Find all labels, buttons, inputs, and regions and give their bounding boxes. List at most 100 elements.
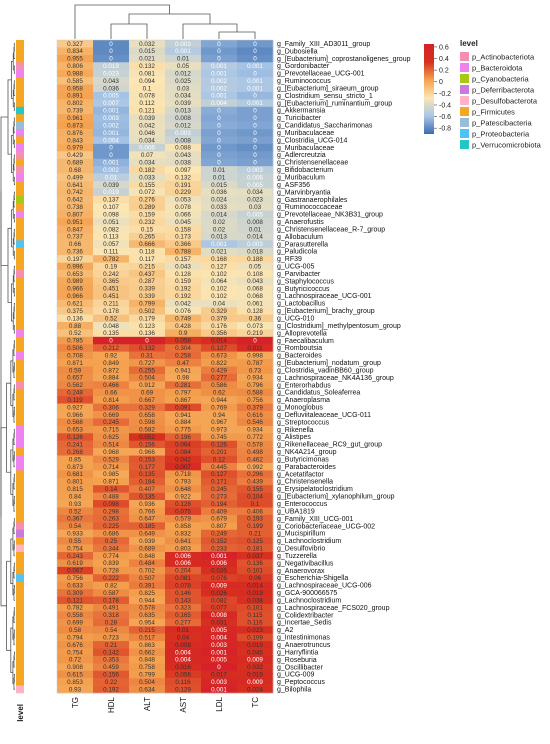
cell-p-value: 0.001 bbox=[247, 100, 263, 107]
heatmap-cell bbox=[237, 62, 274, 70]
legend-label: p_Proteobacteria bbox=[472, 130, 530, 139]
heatmap-cell bbox=[201, 136, 238, 145]
heatmap-cell bbox=[237, 47, 274, 56]
heatmap-cell bbox=[165, 655, 202, 664]
cell-p-value: 0.277 bbox=[211, 375, 227, 382]
cell-p-value: 0.082 bbox=[103, 226, 119, 233]
cell-p-value: 0.1 bbox=[251, 501, 260, 508]
heatmap-cell bbox=[129, 270, 166, 278]
cell-p-value: 0.004 bbox=[175, 657, 191, 664]
row-label: g_Harryflintia bbox=[277, 649, 318, 656]
heatmap-cell bbox=[129, 477, 166, 486]
heatmap-cell bbox=[237, 522, 274, 531]
cell-p-value: 0.647 bbox=[139, 516, 155, 523]
heatmap-cell bbox=[237, 121, 274, 130]
heatmap-cell bbox=[57, 262, 94, 271]
cell-p-value: 0.123 bbox=[139, 323, 155, 330]
heatmap-cell bbox=[237, 537, 274, 545]
cell-p-value: 0.329 bbox=[139, 404, 155, 411]
heatmap-cell bbox=[57, 388, 94, 397]
heatmap-cell bbox=[57, 225, 94, 234]
heatmap-cell bbox=[201, 344, 238, 352]
heatmap-cell bbox=[237, 655, 274, 664]
heatmap-cell bbox=[57, 626, 94, 634]
dendrogram-link bbox=[13, 540, 15, 549]
heatmap-cell bbox=[129, 62, 166, 70]
cell-p-value: 0.036 bbox=[211, 189, 227, 196]
row-label: g_Gastranaerophilales bbox=[277, 197, 348, 204]
cell-p-value: 0.109 bbox=[247, 634, 263, 641]
cell-p-value: 0.787 bbox=[247, 360, 263, 367]
heatmap-cell bbox=[129, 54, 166, 63]
cell-p-value: 0.182 bbox=[139, 167, 155, 174]
cell-p-value: 0.801 bbox=[67, 479, 83, 486]
heatmap-cell bbox=[201, 544, 238, 553]
dendrogram-link bbox=[13, 325, 15, 334]
cell-p-value: 0.006 bbox=[211, 560, 227, 567]
dendrogram-link bbox=[6, 382, 11, 473]
level-cell bbox=[16, 344, 24, 352]
heatmap-cell bbox=[165, 240, 202, 249]
level-cell bbox=[16, 448, 24, 456]
cell-p-value: 0.01 bbox=[249, 226, 262, 233]
heatmap-cell bbox=[129, 381, 166, 390]
cell-p-value: 0.22 bbox=[105, 679, 118, 686]
heatmap-cell bbox=[93, 581, 130, 590]
cell-p-value: 0.034 bbox=[247, 189, 263, 196]
cell-p-value: 0.47 bbox=[177, 360, 190, 367]
heatmap-cell bbox=[201, 633, 238, 642]
cell-p-value: 0 bbox=[217, 137, 221, 144]
level-cell bbox=[16, 203, 24, 211]
heatmap-cell bbox=[57, 180, 94, 189]
heatmap-cell bbox=[165, 336, 202, 345]
heatmap-cell bbox=[201, 507, 238, 516]
row-label: g_Lachnospiraceae_UCG-001 bbox=[277, 293, 372, 300]
heatmap-cell bbox=[165, 91, 202, 100]
level-cell bbox=[16, 329, 24, 338]
level-cell bbox=[16, 655, 24, 664]
heatmap-cell bbox=[165, 299, 202, 308]
heatmap-cell bbox=[237, 299, 274, 308]
heatmap-cell bbox=[165, 507, 202, 516]
row-label: g_Ruminococcaceae bbox=[277, 204, 342, 211]
heatmap-cell bbox=[93, 173, 130, 182]
heatmap-cell bbox=[129, 314, 166, 323]
row-label: g_Butyricicoccus bbox=[277, 286, 330, 293]
heatmap-cell bbox=[93, 477, 130, 486]
cell-p-value: 0.229 bbox=[175, 189, 191, 196]
heatmap-cell bbox=[93, 270, 130, 278]
heatmap-cell bbox=[57, 655, 94, 664]
legend-swatch bbox=[460, 74, 469, 83]
cell-p-value: 0.912 bbox=[139, 382, 155, 389]
cell-p-value: 0.004 bbox=[103, 137, 119, 144]
cell-p-value: 0.281 bbox=[175, 382, 191, 389]
heatmap-cell bbox=[129, 255, 166, 263]
cell-p-value: 0.66 bbox=[69, 241, 82, 248]
heatmap-cell bbox=[57, 40, 94, 48]
cell-p-value: 0.136 bbox=[247, 560, 263, 567]
row-label: g_Lactobacillus bbox=[277, 301, 326, 308]
cell-p-value: 0.173 bbox=[175, 234, 191, 241]
cell-p-value: 0 bbox=[253, 115, 257, 122]
heatmap-cell bbox=[165, 485, 202, 493]
dendrogram-link bbox=[0, 116, 8, 266]
level-cell bbox=[16, 129, 24, 137]
level-cell bbox=[16, 47, 24, 56]
heatmap-cell bbox=[165, 670, 202, 679]
heatmap-cell bbox=[237, 544, 274, 553]
heatmap-cell bbox=[165, 477, 202, 486]
heatmap-cell bbox=[57, 544, 94, 553]
cell-p-value: 0.001 bbox=[211, 686, 227, 693]
cell-p-value: 0.939 bbox=[139, 538, 155, 545]
cell-p-value: 0.018 bbox=[247, 249, 263, 256]
cell-p-value: 0.793 bbox=[175, 479, 191, 486]
cell-p-value: 0.155 bbox=[139, 182, 155, 189]
cell-p-value: 0.019 bbox=[247, 642, 263, 649]
heatmap-cell bbox=[237, 225, 274, 234]
cell-p-value: 0.289 bbox=[139, 204, 155, 211]
heatmap-cell bbox=[93, 136, 130, 145]
heatmap-cell bbox=[129, 151, 166, 160]
heatmap-cell bbox=[165, 537, 202, 545]
heatmap-cell bbox=[165, 603, 202, 612]
cell-p-value: 0.966 bbox=[67, 286, 83, 293]
